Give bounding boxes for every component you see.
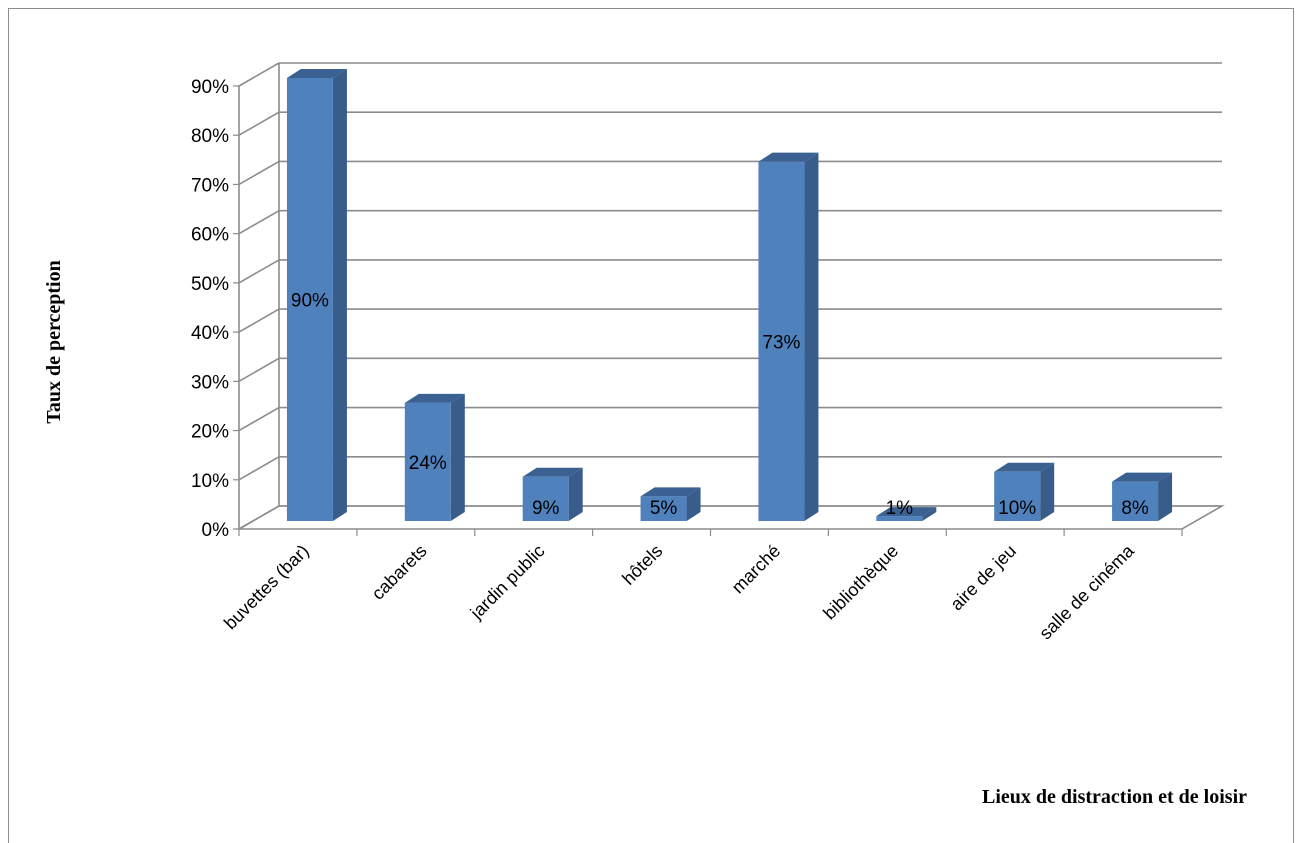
y-tick-label: 10% (191, 471, 229, 492)
x-tick-label: jardin public (466, 541, 549, 624)
y-tick-label: 50% (191, 274, 229, 295)
data-label: 8% (1121, 498, 1149, 519)
bar-side (450, 393, 465, 521)
bar-top (876, 507, 937, 517)
bar-top (522, 467, 583, 477)
data-label: 1% (886, 498, 914, 519)
y-tick-label: 80% (191, 126, 229, 147)
gridline-wall (238, 160, 280, 186)
y-tick-label: 40% (191, 323, 229, 344)
gridline-wall (238, 111, 280, 136)
bar-top (994, 462, 1055, 472)
gridline-wall (238, 62, 280, 87)
bar (994, 462, 1055, 521)
grid-lines (238, 62, 1222, 530)
y-tick-label: 70% (191, 175, 229, 196)
chart-frame (8, 8, 1294, 843)
bar-front (994, 471, 1041, 521)
data-label: 10% (998, 498, 1036, 519)
y-tick-label: 90% (191, 77, 229, 98)
data-labels: 90% 24% 9% 5% 73% 1% 10% 8% (291, 291, 1149, 520)
gridline-wall (238, 259, 280, 284)
bar-top (640, 487, 701, 497)
data-label: 24% (409, 453, 447, 474)
bar-side (804, 152, 819, 521)
bar (286, 69, 347, 521)
data-label: 90% (291, 291, 329, 312)
bar (876, 507, 937, 521)
bar-front (1112, 481, 1159, 521)
bar-side (332, 69, 347, 521)
bar-front (522, 476, 569, 521)
bar-top (286, 69, 347, 78)
y-tick-label: 30% (191, 372, 229, 393)
y-tick-labels: 0% 10% 20% 30% 40% 50% 60% 70% 80% 90% (191, 77, 229, 541)
y-tick-label: 0% (202, 520, 230, 541)
bar (640, 487, 701, 521)
bar-top (404, 393, 465, 403)
bar-top (758, 152, 819, 162)
bar-top (1112, 472, 1173, 482)
x-tick-label: marché (728, 541, 785, 598)
bar-side (686, 487, 701, 521)
gridline-wall (238, 357, 280, 383)
y-tick-label: 60% (191, 225, 229, 246)
data-label: 5% (650, 498, 678, 519)
x-tick-label: buvettes (bar) (220, 541, 313, 634)
x-tick-label: cabarets (368, 541, 431, 604)
bars (286, 69, 1173, 521)
x-tick-labels: buvettes (bar) cabarets jardin public hôtel… (220, 540, 1138, 643)
bar (404, 393, 465, 521)
x-tick-label: salle de cinéma (1035, 540, 1138, 643)
y-tick-label: 20% (191, 422, 229, 443)
bar (1112, 472, 1173, 521)
bar-side (1158, 472, 1173, 521)
bar-front (404, 402, 451, 521)
bar-side (922, 507, 937, 521)
gridline-wall (238, 209, 280, 235)
bar (758, 152, 819, 521)
axes (233, 63, 1225, 536)
gridline-wall (238, 308, 280, 333)
x-tick-label: bibliothèque (819, 541, 902, 624)
bar-front (286, 78, 333, 521)
bar (522, 467, 583, 521)
bar-front (876, 516, 923, 521)
bar-front (640, 496, 687, 521)
bar-front (758, 161, 805, 521)
x-tick-label: hôtels (618, 541, 666, 589)
gridline-wall (238, 456, 280, 481)
x-axis-title: Lieux de distraction et de loisir (982, 786, 1247, 808)
floor (236, 505, 1225, 530)
bar-side (568, 467, 583, 521)
bar-side (1040, 462, 1055, 521)
data-label: 73% (762, 332, 800, 353)
gridline-wall (238, 406, 280, 432)
x-tick-label: aire de jeu (946, 541, 1020, 615)
y-axis-title: Taux de perception (43, 260, 65, 423)
data-label: 9% (532, 498, 560, 519)
